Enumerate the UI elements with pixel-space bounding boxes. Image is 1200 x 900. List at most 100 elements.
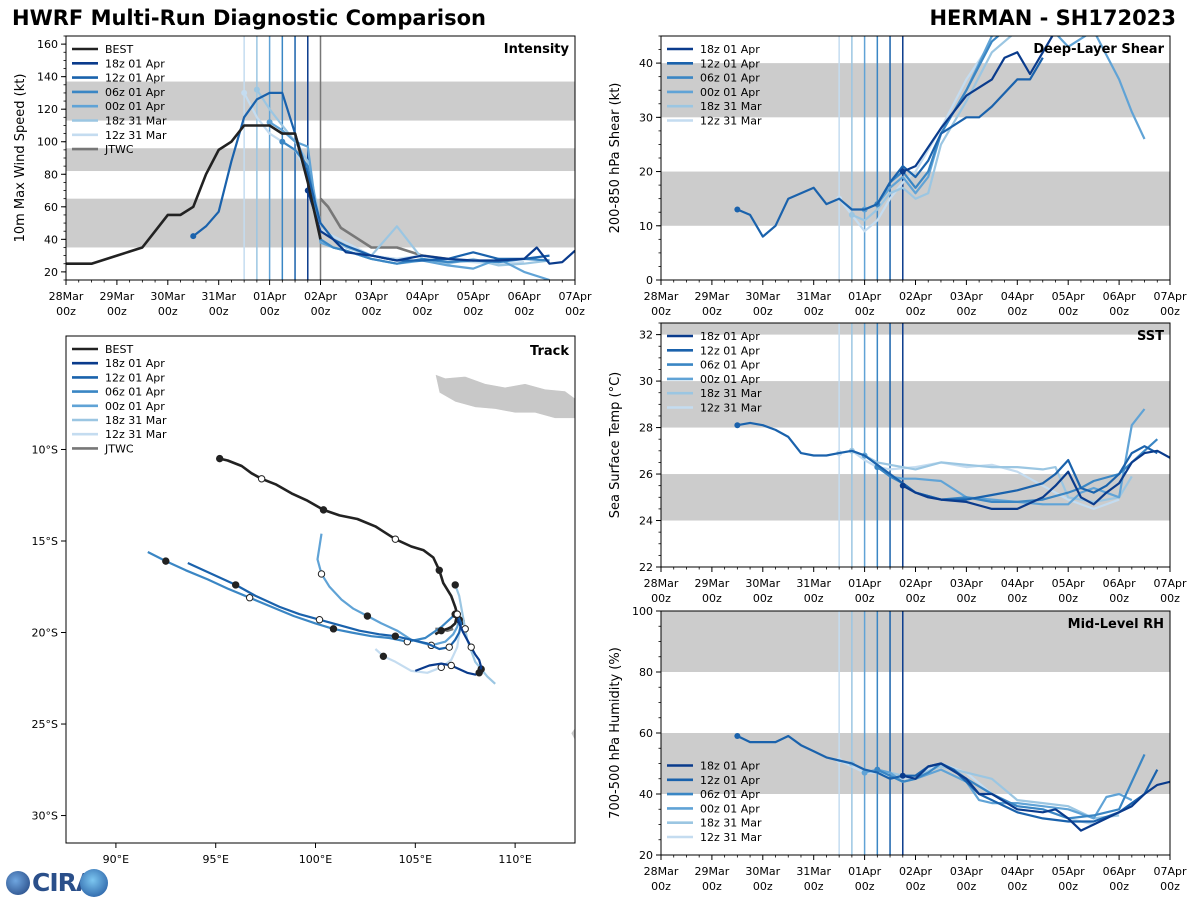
x-tick-label: 00z [855,305,875,318]
y-tick-label: 26 [639,468,653,481]
land-mass [434,373,575,419]
init-marker [874,766,881,773]
x-tick-label: 06Apr [1103,865,1137,878]
x-tick-label: 30Mar [745,865,780,878]
y-tick-label: 0 [646,274,653,287]
x-tick-label: 02Apr [899,865,933,878]
y-axis-label: 200-850 hPa Shear (kt) [608,83,623,234]
x-tick-label: 30Mar [745,577,780,590]
x-tick-label: 31Mar [796,865,831,878]
y-tick-label: 120 [37,103,58,116]
y-tick-label: 24 [639,515,653,528]
legend-label: 12z 31 Mar [700,115,762,128]
x-tick-label: 30Mar [150,290,185,303]
legend-label: 12z 31 Mar [700,402,762,415]
legend-label: 12z 01 Apr [105,371,165,384]
x-tick-label: 00z [702,592,722,605]
storm-title: HERMAN - SH172023 [929,6,1176,30]
track-point [162,557,170,565]
track-point [257,475,266,483]
lon-tick-label: 100°E [299,853,332,866]
x-tick-label: 00z [651,880,671,893]
figure-title: HWRF Multi-Run Diagnostic Comparison [12,6,487,30]
y-axis-label: 700-500 hPa Humidity (%) [608,647,623,819]
x-tick-label: 00z [1160,880,1180,893]
y-tick-label: 22 [639,561,653,574]
x-tick-label: 00z [702,305,722,318]
x-tick-label: 00z [804,592,824,605]
y-tick-label: 20 [639,166,653,179]
y-tick-label: 30 [639,111,653,124]
x-tick-label: 05Apr [1052,290,1086,303]
panel-intensity: 20 40 60 80 100 120 140 160 28Mar 00z 29Mar 00z 30Ma… [13,35,592,318]
legend-label: 12z 31 Mar [105,428,167,441]
y-tick-label: 10 [639,220,653,233]
x-tick-label: 28Mar [49,290,84,303]
track-line-00z-01-apr [316,533,461,647]
x-tick-label: 06Apr [1103,290,1137,303]
x-tick-label: 00z [1109,880,1129,893]
threshold-band [661,323,1170,335]
init-marker [848,211,855,218]
series-line-12z-31-mar [838,40,993,233]
lon-tick-label: 105°E [399,853,432,866]
x-tick-label: 00z [957,305,977,318]
x-tick-label: 07Apr [1153,577,1187,590]
panel-title: Track [530,344,569,359]
x-tick-label: 00z [311,305,331,318]
lon-tick-label: 90°E [103,853,129,866]
x-tick-label: 00z [209,305,229,318]
legend-label: 18z 01 Apr [105,357,165,370]
lon-tick-label: 110°E [498,853,531,866]
threshold-band [661,611,1170,672]
legend-label: 12z 31 Mar [700,831,762,844]
threshold-band [661,733,1170,794]
series-line-12z-01-apr [736,57,1044,238]
x-tick-label: 00z [1160,592,1180,605]
panel-shear: 0 10 20 30 40 28Mar 00z 29Mar 00z 30Mar 00z 31Mar 00… [608,35,1187,318]
x-tick-label: 29Mar [695,290,730,303]
x-tick-label: 06Apr [508,290,542,303]
x-tick-label: 00z [260,305,280,318]
panel-title: Mid-Level RH [1068,617,1164,632]
legend-label: 00z 01 Apr [700,802,760,815]
y-tick-label: 60 [639,727,653,740]
x-tick-label: 05Apr [1052,865,1086,878]
legend-label: 18z 31 Mar [700,100,762,113]
x-tick-label: 00z [702,880,722,893]
x-tick-label: 00z [1109,305,1129,318]
track-point [447,661,455,670]
init-marker [899,772,906,779]
legend-label: 12z 31 Mar [105,129,167,142]
legend-label: BEST [105,343,133,356]
x-tick-label: 29Mar [695,577,730,590]
y-axis-label: 10m Max Wind Speed (kt) [13,74,28,243]
y-tick-label: 140 [37,71,58,84]
threshold-band [661,63,1170,118]
x-tick-label: 00z [1058,592,1078,605]
plot-area [66,36,575,280]
init-marker [266,119,273,126]
plot-area [661,323,1170,567]
x-tick-label: 00z [906,305,926,318]
y-tick-label: 20 [44,266,58,279]
x-tick-label: 00z [1109,592,1129,605]
track-line-best [219,457,459,636]
legend-label: BEST [105,43,133,56]
x-tick-label: 00z [463,305,483,318]
track-point [475,669,483,677]
x-tick-label: 02Apr [899,290,933,303]
x-tick-label: 30Mar [745,290,780,303]
track-line-12z-01-apr [187,561,463,651]
x-tick-label: 03Apr [355,290,389,303]
track-point [363,612,372,620]
y-axis-label: Sea Surface Temp (°C) [608,372,623,519]
panel-rh: 20 40 60 80 100 28Mar 00z 29Mar 00z 30Mar 00z 31Mar… [608,605,1187,893]
track-point [315,616,324,624]
plot-area [661,611,1170,855]
lat-tick-label: 25°S [32,718,58,731]
